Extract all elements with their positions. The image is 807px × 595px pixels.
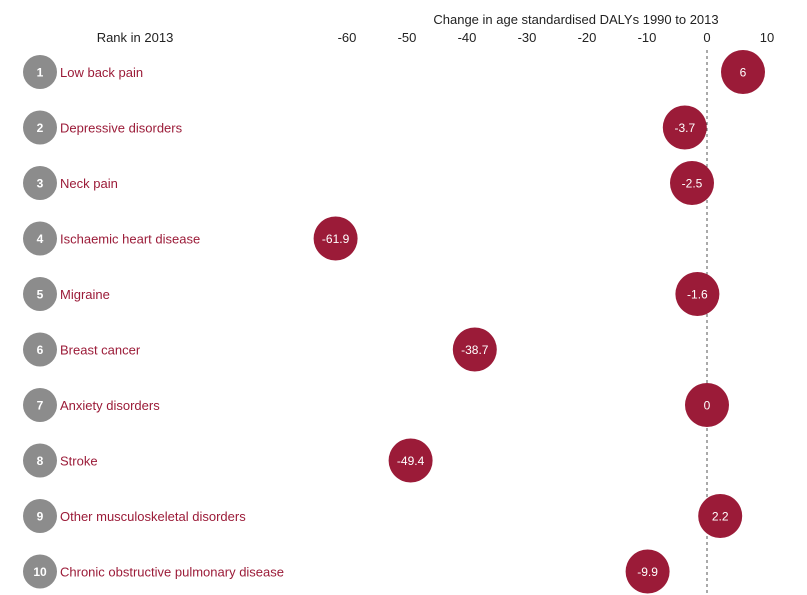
- x-tick-label: -10: [638, 30, 657, 45]
- data-label: 2.2: [712, 510, 729, 524]
- rank-number: 10: [33, 565, 47, 579]
- data-point: [675, 272, 720, 316]
- x-tick-label: -50: [398, 30, 417, 45]
- rank-header: Rank in 2013: [97, 30, 174, 45]
- rank-badge: [23, 110, 57, 145]
- x-tick-label: 0: [703, 30, 710, 45]
- rows: 1 Low back pain 6 2 Depressive disorders -3.7…: [23, 50, 765, 594]
- table-row: 9 Other musculoskeletal disorders 2.2: [23, 494, 743, 538]
- chart-title: Change in age standardised DALYs 1990 to…: [433, 12, 718, 27]
- data-point: [670, 161, 714, 205]
- data-label: -38.7: [461, 343, 489, 357]
- rank-number: 8: [37, 454, 44, 468]
- data-label: -9.9: [637, 565, 658, 579]
- rank-number: 6: [37, 343, 44, 357]
- table-row: 6 Breast cancer -38.7: [23, 327, 497, 372]
- rank-number: 1: [37, 66, 44, 80]
- table-row: 4 Ischaemic heart disease -61.9: [23, 216, 358, 261]
- rank-badge: [23, 277, 57, 311]
- data-point: [625, 549, 670, 594]
- data-point: [721, 50, 765, 94]
- rank-number: 5: [37, 288, 44, 302]
- category-label: Ischaemic heart disease: [60, 232, 200, 247]
- data-point: [313, 216, 358, 261]
- table-row: 3 Neck pain -2.5: [23, 161, 714, 205]
- data-label: 6: [740, 66, 747, 80]
- x-tick-label: -40: [458, 30, 477, 45]
- data-label: -2.5: [682, 177, 703, 191]
- data-label: -61.9: [322, 232, 350, 246]
- rank-badge: [23, 499, 57, 533]
- rank-badge: [23, 221, 57, 256]
- x-tick-label: -20: [578, 30, 597, 45]
- x-tick-label: -30: [518, 30, 537, 45]
- table-row: 2 Depressive disorders -3.7: [23, 105, 707, 150]
- data-point: [698, 494, 743, 538]
- table-row: 10 Chronic obstructive pulmonary disease -…: [23, 549, 670, 594]
- category-label: Stroke: [60, 454, 98, 469]
- data-point: [388, 438, 433, 483]
- table-row: 8 Stroke -49.4: [23, 438, 433, 483]
- x-axis-ticks: -60 -50 -40 -30 -20 -10 0 10: [338, 30, 775, 45]
- rank-badge: [23, 443, 57, 478]
- rank-badge: [23, 55, 57, 89]
- rank-number: 2: [37, 121, 44, 135]
- data-point: [662, 105, 707, 150]
- category-label: Other musculoskeletal disorders: [60, 509, 246, 524]
- rank-badge: [23, 388, 57, 422]
- category-label: Anxiety disorders: [60, 398, 160, 413]
- rank-badge: [23, 166, 57, 200]
- table-row: 5 Migraine -1.6: [23, 272, 720, 316]
- data-point: [685, 383, 729, 427]
- category-label: Depressive disorders: [60, 121, 183, 136]
- rank-number: 7: [37, 399, 44, 413]
- x-tick-label: 10: [760, 30, 774, 45]
- table-row: 7 Anxiety disorders 0: [23, 383, 729, 427]
- table-row: 1 Low back pain 6: [23, 50, 765, 94]
- rank-badge: [23, 554, 57, 589]
- category-label: Migraine: [60, 287, 110, 302]
- category-label: Neck pain: [60, 176, 118, 191]
- data-point: [452, 327, 497, 372]
- rank-number: 4: [37, 232, 44, 246]
- data-label: -49.4: [397, 454, 425, 468]
- data-label: -3.7: [674, 121, 695, 135]
- rank-badge: [23, 332, 57, 367]
- category-label: Low back pain: [60, 65, 143, 80]
- data-label: -1.6: [687, 288, 708, 302]
- rank-number: 9: [37, 510, 44, 524]
- data-label: 0: [704, 399, 711, 413]
- rank-number: 3: [37, 177, 44, 191]
- x-tick-label: -60: [338, 30, 357, 45]
- category-label: Chronic obstructive pulmonary disease: [60, 565, 284, 580]
- category-label: Breast cancer: [60, 343, 141, 358]
